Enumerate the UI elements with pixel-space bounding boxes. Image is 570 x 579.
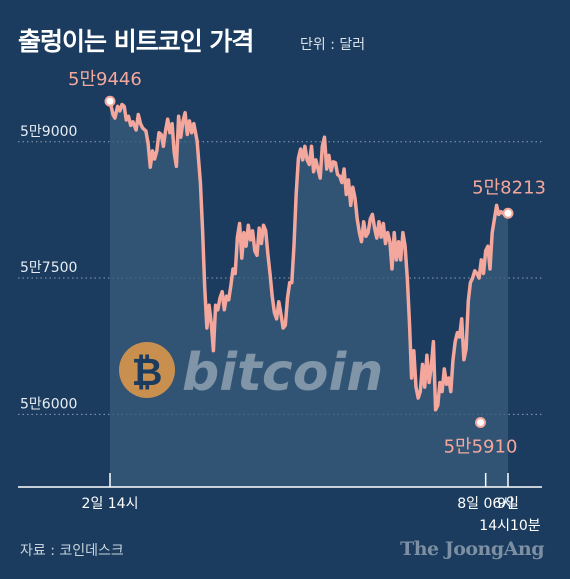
- price-annotations: 5만9446 5만5910 5만8213: [68, 69, 546, 457]
- annotation-marker: [475, 416, 487, 428]
- bitcoin-logo: ₿ bitcoin: [119, 342, 383, 403]
- chart-title: 출렁이는 비트코인 가격: [18, 27, 254, 56]
- source-note: 자료 : 코인데스크: [20, 543, 124, 559]
- price-area: [110, 101, 508, 487]
- annotation-label: 5만8213: [472, 177, 546, 198]
- x-tick-label: 9일: [497, 496, 519, 512]
- annotation-label: 5만9446: [68, 69, 142, 90]
- bitcoin-wordmark: bitcoin: [182, 343, 383, 403]
- x-tick-label: 2일 14시: [82, 496, 139, 512]
- annotation-marker: [502, 207, 514, 219]
- publisher-logo: The JoongAng: [400, 538, 544, 560]
- price-line: [108, 99, 510, 412]
- annotation-label: 5만5910: [444, 436, 518, 457]
- bitcoin-symbol: ₿: [132, 350, 163, 394]
- annotation-marker: [104, 95, 116, 107]
- y-tick-label: 5만9000: [20, 124, 77, 140]
- bitcoin-coin-icon: [119, 342, 175, 398]
- y-tick-label: 5만7500: [20, 260, 77, 276]
- unit-label: 단위 : 달러: [300, 37, 366, 53]
- x-tick-label: 8일 06시: [457, 496, 514, 512]
- y-tick-labels: 5만9000 5만7500 5만6000: [20, 124, 77, 413]
- x-tick-label-secondary: 14시10분: [479, 518, 541, 534]
- y-tick-label: 5만6000: [20, 396, 77, 412]
